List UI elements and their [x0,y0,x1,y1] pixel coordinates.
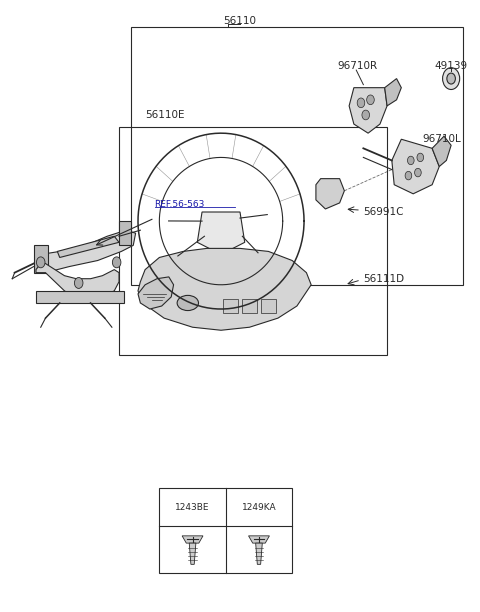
Polygon shape [57,236,119,258]
Circle shape [74,277,83,288]
Circle shape [367,95,374,105]
Text: 96710L: 96710L [423,134,461,144]
Text: REF.56-563: REF.56-563 [155,200,205,209]
Text: 1243BE: 1243BE [175,502,210,512]
Polygon shape [349,88,387,133]
Polygon shape [256,543,262,564]
Circle shape [112,257,121,268]
Polygon shape [197,212,245,255]
Circle shape [357,98,365,108]
Bar [34,245,48,272]
Polygon shape [392,139,439,194]
Text: 56111D: 56111D [363,274,405,284]
Polygon shape [36,264,119,300]
Text: 96710R: 96710R [337,61,377,72]
Circle shape [36,257,45,268]
Circle shape [443,68,460,89]
Bar [159,488,292,573]
Circle shape [408,156,414,165]
Bar [242,299,257,313]
Polygon shape [38,230,136,272]
Circle shape [405,171,412,180]
Circle shape [417,153,424,162]
Bar [223,299,238,313]
Polygon shape [138,248,311,330]
Polygon shape [189,543,196,564]
Bar [119,127,387,354]
Bar [36,291,124,303]
Text: 56991C: 56991C [363,207,404,217]
Polygon shape [249,536,269,543]
Text: 56110: 56110 [224,16,256,26]
Circle shape [415,168,421,177]
Text: 56110E: 56110E [145,110,185,120]
Polygon shape [182,536,203,543]
Polygon shape [316,179,344,209]
Polygon shape [138,277,174,309]
Circle shape [447,73,456,84]
Text: 49139: 49139 [434,61,468,72]
Bar [131,27,463,285]
Circle shape [362,110,370,120]
Polygon shape [432,136,451,166]
Bar [261,299,276,313]
Polygon shape [384,78,401,106]
Text: 1249KA: 1249KA [241,502,276,512]
Ellipse shape [177,296,199,310]
Bar [119,221,131,245]
